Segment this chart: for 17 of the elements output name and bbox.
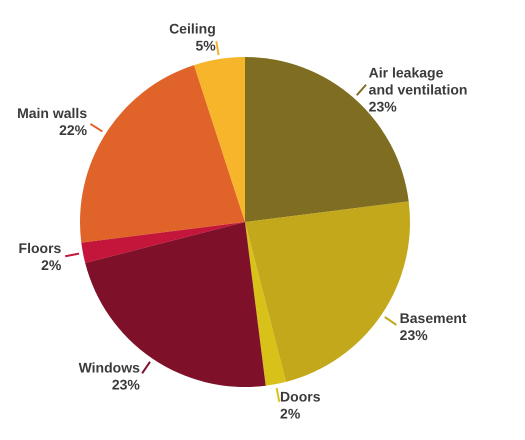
- data-label: 23%: [368, 98, 398, 115]
- data-label: 22%: [59, 122, 88, 138]
- pie-slice: [194, 57, 245, 222]
- pie-slice: [245, 222, 286, 386]
- data-label: 23%: [400, 327, 428, 344]
- data-label: 2%: [280, 406, 301, 422]
- slice-label: Doors: [280, 388, 321, 405]
- slice-label: Main walls: [17, 104, 88, 121]
- data-label: 23%: [112, 376, 140, 393]
- data-label: 5%: [196, 37, 216, 54]
- pie-slice: [81, 222, 245, 264]
- data-label: 2%: [41, 257, 62, 274]
- slice-label: Ceiling: [169, 20, 216, 36]
- slice-label: Air leakage and ventilation: [368, 64, 468, 98]
- slice-label: Basement: [400, 310, 467, 326]
- slice-label: Windows: [78, 360, 140, 376]
- slice-label: Floors: [18, 240, 62, 256]
